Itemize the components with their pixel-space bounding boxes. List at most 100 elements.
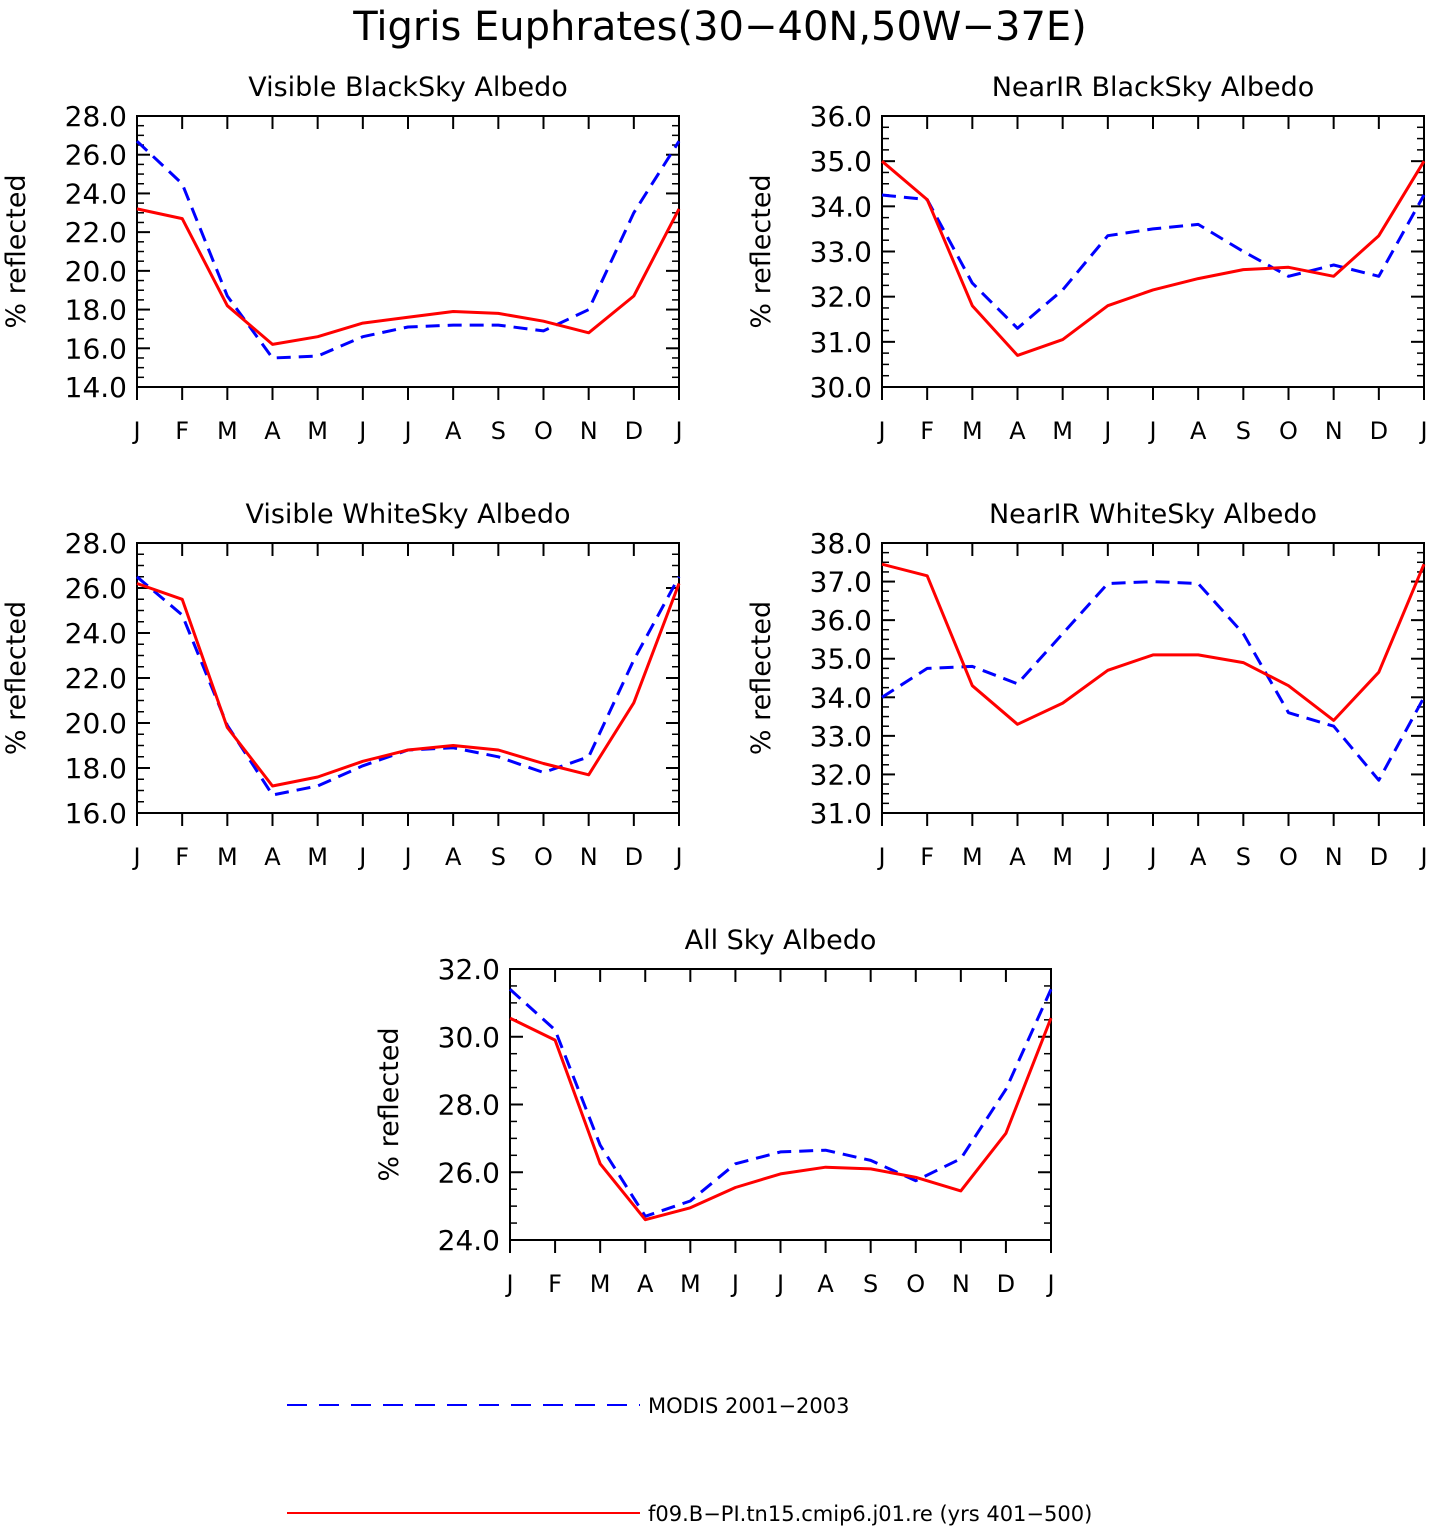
x-tick-label: S	[1236, 417, 1251, 445]
x-tick-label: F	[920, 417, 934, 445]
x-tick-label: J	[357, 843, 366, 871]
series-line-model	[509, 1016, 1053, 1222]
x-tick-label: O	[1279, 843, 1298, 871]
y-tick-label: 32.0	[810, 758, 872, 791]
x-tick-label: M	[217, 843, 238, 871]
y-tick-label: 24.0	[65, 177, 127, 210]
x-tick-label: O	[534, 417, 553, 445]
series-line-model	[136, 207, 681, 346]
x-tick-label: S	[491, 843, 506, 871]
y-tick-label: 20.0	[65, 707, 127, 740]
y-tick-label: 22.0	[65, 662, 127, 695]
x-tick-label: A	[264, 417, 281, 445]
x-tick-label: J	[1102, 843, 1111, 871]
series-line-modis	[135, 140, 681, 360]
plot-frame	[881, 542, 1425, 814]
y-tick-label: 24.0	[438, 1224, 500, 1257]
x-tick-label: F	[920, 843, 934, 871]
x-tick-label: J	[775, 1270, 784, 1298]
panel-nearir-blacksky: J F M A M J J A S O N D J30.031.032.033.034.035.036.…	[746, 72, 1428, 445]
x-tick-label: J	[402, 417, 411, 445]
y-tick-label: 26.0	[65, 572, 127, 605]
y-tick-label: 26.0	[438, 1156, 500, 1189]
y-tick-label: 26.0	[65, 139, 127, 172]
panel-title: NearIR WhiteSky Albedo	[989, 499, 1317, 530]
series-line-modis	[508, 988, 1053, 1218]
y-axis-label: % reflected	[1, 601, 32, 755]
x-tick-label: M	[590, 1270, 611, 1298]
legend-label-modis: MODIS 2001−2003	[648, 1394, 850, 1418]
x-tick-label: A	[445, 417, 462, 445]
x-tick-label: M	[307, 843, 328, 871]
plot-frame	[136, 115, 680, 388]
x-tick-label: D	[1370, 843, 1388, 871]
y-tick-label: 35.0	[810, 145, 872, 178]
x-tick-label: A	[817, 1270, 834, 1298]
plot-frame	[136, 542, 680, 814]
y-tick-label: 18.0	[65, 752, 127, 785]
x-tick-label: J	[730, 1270, 739, 1298]
x-tick-label: O	[906, 1270, 925, 1298]
y-tick-label: 34.0	[810, 681, 872, 714]
x-tick-label: F	[175, 417, 189, 445]
x-tick-label: M	[1052, 417, 1073, 445]
series-line-model	[136, 582, 681, 788]
y-tick-label: 28.0	[65, 100, 127, 133]
x-tick-label: J	[876, 417, 885, 445]
plot-frame	[509, 968, 1052, 1241]
panel-title: NearIR BlackSky Albedo	[992, 72, 1315, 103]
x-tick-label: N	[580, 843, 598, 871]
y-tick-label: 28.0	[438, 1089, 500, 1122]
y-axis-label: % reflected	[746, 601, 777, 755]
panel-title: All Sky Albedo	[685, 925, 877, 956]
x-tick-label: M	[962, 417, 983, 445]
x-tick-label: D	[1370, 417, 1388, 445]
x-tick-label: S	[863, 1270, 878, 1298]
y-tick-label: 30.0	[438, 1021, 500, 1054]
y-tick-label: 18.0	[65, 294, 127, 327]
y-tick-label: 30.0	[810, 371, 872, 404]
x-tick-label: J	[402, 843, 411, 871]
series-line-model	[881, 160, 1426, 357]
x-tick-label: J	[1045, 1270, 1054, 1298]
y-tick-label: 16.0	[65, 797, 127, 830]
x-tick-label: M	[307, 417, 328, 445]
x-tick-label: A	[264, 843, 281, 871]
x-tick-label: D	[997, 1270, 1015, 1298]
series-line-modis	[881, 580, 1426, 782]
figure-title: Tigris Euphrates(30−40N,50W−37E)	[352, 4, 1087, 50]
y-tick-label: 33.0	[810, 720, 872, 753]
x-tick-label: N	[952, 1270, 970, 1298]
x-tick-label: O	[1279, 417, 1298, 445]
panel-visible-blacksky: J F M A M J J A S O N D J14.016.018.020.022.024.026.…	[1, 72, 683, 445]
x-tick-label: F	[548, 1270, 562, 1298]
x-tick-label: J	[1147, 843, 1156, 871]
x-tick-label: A	[445, 843, 462, 871]
plot-frame	[881, 115, 1425, 388]
y-tick-label: 33.0	[810, 236, 872, 269]
x-tick-label: M	[217, 417, 238, 445]
y-tick-label: 35.0	[810, 643, 872, 676]
x-tick-label: A	[1190, 417, 1207, 445]
y-tick-label: 31.0	[810, 797, 872, 830]
y-axis-label: % reflected	[1, 174, 32, 328]
y-tick-label: 36.0	[810, 604, 872, 637]
x-tick-label: O	[534, 843, 553, 871]
x-tick-label: M	[1052, 843, 1073, 871]
y-axis-label: % reflected	[374, 1027, 405, 1181]
y-tick-label: 14.0	[65, 371, 127, 404]
y-tick-label: 24.0	[65, 617, 127, 650]
x-tick-label: A	[1190, 843, 1207, 871]
x-tick-label: J	[876, 843, 885, 871]
y-tick-label: 38.0	[810, 527, 872, 560]
y-tick-label: 34.0	[810, 190, 872, 223]
y-tick-label: 22.0	[65, 216, 127, 249]
x-tick-label: J	[673, 843, 682, 871]
x-tick-label: S	[1236, 843, 1251, 871]
x-tick-label: A	[1009, 843, 1026, 871]
panel-title: Visible BlackSky Albedo	[248, 72, 568, 103]
x-tick-label: J	[1418, 417, 1427, 445]
x-tick-label: J	[1102, 417, 1111, 445]
